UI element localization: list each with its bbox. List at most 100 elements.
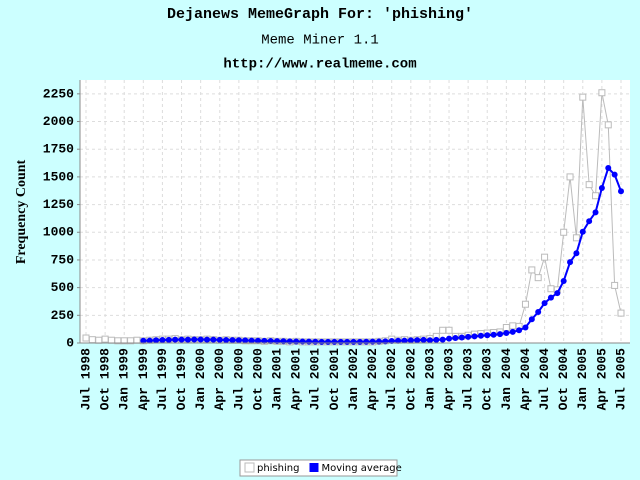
point <box>541 253 549 261</box>
point <box>509 328 516 335</box>
point <box>535 308 542 315</box>
point <box>146 337 153 344</box>
point <box>344 338 351 345</box>
point <box>414 337 421 344</box>
x-tick-label: Jul 2004 <box>537 348 552 411</box>
point <box>82 334 90 342</box>
x-tick-label: Jan 2003 <box>422 348 437 411</box>
point <box>560 277 567 284</box>
point <box>439 326 447 334</box>
legend-box <box>239 459 398 477</box>
point <box>375 338 382 345</box>
point <box>611 171 618 178</box>
y-tick-label: 750 <box>51 252 75 267</box>
point <box>325 338 332 345</box>
point <box>395 337 402 344</box>
point <box>573 250 580 257</box>
x-tick-label: Apr 2003 <box>441 348 456 411</box>
point <box>293 338 300 345</box>
point <box>223 337 230 344</box>
point <box>502 323 510 331</box>
legend-swatch <box>244 462 255 473</box>
point <box>95 336 103 344</box>
point <box>204 336 211 343</box>
point <box>585 181 593 189</box>
point <box>617 309 625 317</box>
x-tick-label: Apr 2004 <box>518 348 533 411</box>
x-tick-label: Jul 2000 <box>231 348 246 411</box>
point <box>216 336 223 343</box>
point <box>618 188 624 195</box>
point <box>509 322 517 330</box>
point <box>522 324 529 331</box>
point <box>484 332 491 339</box>
x-tick-label: Jan 2002 <box>346 348 361 411</box>
y-tick-label: 1500 <box>43 169 74 184</box>
point <box>471 333 478 340</box>
point <box>566 173 574 181</box>
x-tick-label: Oct 1999 <box>174 348 189 411</box>
point <box>159 337 166 344</box>
point <box>312 338 319 345</box>
y-tick-label: 2250 <box>43 86 74 101</box>
point <box>604 121 612 129</box>
x-tick-label: Oct 1998 <box>98 348 113 411</box>
point <box>356 338 363 345</box>
point <box>446 335 453 342</box>
point <box>299 338 306 345</box>
x-tick-label: Jan 2000 <box>193 348 208 411</box>
point <box>153 337 160 344</box>
y-tick-label: 1000 <box>43 225 74 240</box>
point <box>547 294 554 301</box>
x-tick-label: Oct 2003 <box>480 348 495 411</box>
point <box>101 335 109 343</box>
x-tick-label: Jul 2005 <box>613 348 628 411</box>
x-tick-label: Apr 2005 <box>594 348 609 411</box>
point <box>598 184 605 191</box>
y-tick-label: 1750 <box>43 142 74 157</box>
x-tick-label: Jul 1999 <box>155 348 170 411</box>
point <box>107 336 115 344</box>
point <box>210 336 217 343</box>
y-tick-label: 2000 <box>43 114 74 129</box>
x-tick-label: Jan 1999 <box>117 348 132 411</box>
y-axis-label: Frequency Count <box>14 159 29 264</box>
x-tick-label: Jul 2001 <box>308 348 323 411</box>
x-tick-label: Jan 2001 <box>270 348 285 411</box>
point <box>592 209 599 216</box>
x-tick-label: Oct 2000 <box>250 348 265 411</box>
point <box>490 331 497 338</box>
point <box>178 336 185 343</box>
point <box>567 259 574 266</box>
point <box>586 218 593 225</box>
data <box>82 89 625 346</box>
point <box>242 337 249 344</box>
point <box>229 337 236 344</box>
point <box>407 337 414 344</box>
point <box>305 338 312 345</box>
point <box>363 338 370 345</box>
plot-area <box>80 80 630 343</box>
point <box>598 89 606 97</box>
x-tick-label: Jan 2005 <box>575 348 590 411</box>
point <box>433 336 440 343</box>
point <box>452 335 459 342</box>
grid <box>77 80 630 344</box>
point <box>541 300 548 307</box>
point <box>528 316 535 323</box>
point <box>516 327 523 334</box>
point <box>439 336 446 343</box>
y-tick-label: 500 <box>51 280 75 295</box>
point <box>140 337 147 344</box>
point <box>369 338 376 345</box>
point <box>197 336 204 343</box>
point <box>235 337 242 344</box>
point <box>611 281 619 289</box>
point <box>592 192 600 200</box>
point <box>465 333 472 340</box>
point <box>521 300 529 308</box>
point <box>261 337 268 344</box>
point <box>350 338 357 345</box>
x-tick-label: Jul 2002 <box>384 348 399 411</box>
